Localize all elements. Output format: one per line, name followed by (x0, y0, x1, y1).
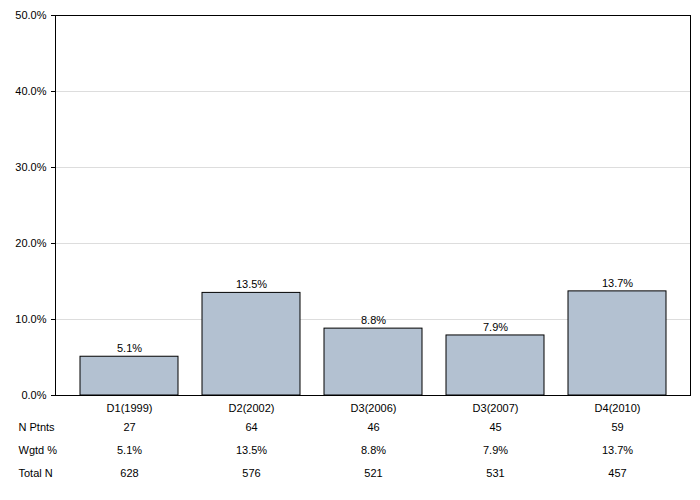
svg-text:10.0%: 10.0% (15, 313, 46, 325)
svg-text:45: 45 (489, 421, 501, 433)
svg-text:7.9%: 7.9% (483, 444, 508, 456)
svg-text:D4(2010): D4(2010) (595, 402, 641, 414)
svg-text:N Ptnts: N Ptnts (19, 421, 56, 433)
svg-text:Total N: Total N (19, 467, 53, 479)
svg-text:8.8%: 8.8% (361, 314, 386, 326)
svg-text:7.9%: 7.9% (483, 321, 508, 333)
svg-text:521: 521 (364, 467, 382, 479)
svg-text:8.8%: 8.8% (361, 444, 386, 456)
svg-text:D1(1999): D1(1999) (107, 402, 153, 414)
svg-text:13.7%: 13.7% (602, 277, 633, 289)
svg-text:13.5%: 13.5% (236, 444, 267, 456)
svg-text:D3(2006): D3(2006) (351, 402, 397, 414)
svg-text:27: 27 (123, 421, 135, 433)
svg-text:5.1%: 5.1% (117, 444, 142, 456)
svg-text:457: 457 (608, 467, 626, 479)
svg-text:40.0%: 40.0% (15, 85, 46, 97)
svg-text:0.0%: 0.0% (21, 389, 46, 401)
svg-text:D2(2002): D2(2002) (229, 402, 275, 414)
svg-text:531: 531 (486, 467, 504, 479)
svg-text:Wgtd %: Wgtd % (19, 444, 58, 456)
svg-text:628: 628 (120, 467, 138, 479)
svg-text:20.0%: 20.0% (15, 237, 46, 249)
svg-text:13.7%: 13.7% (602, 444, 633, 456)
svg-text:59: 59 (611, 421, 623, 433)
svg-text:64: 64 (245, 421, 257, 433)
svg-text:13.5%: 13.5% (236, 278, 267, 290)
svg-text:5.1%: 5.1% (117, 342, 142, 354)
svg-text:D3(2007): D3(2007) (473, 402, 519, 414)
svg-text:576: 576 (242, 467, 260, 479)
svg-text:30.0%: 30.0% (15, 161, 46, 173)
svg-text:50.0%: 50.0% (15, 9, 46, 21)
svg-text:46: 46 (367, 421, 379, 433)
